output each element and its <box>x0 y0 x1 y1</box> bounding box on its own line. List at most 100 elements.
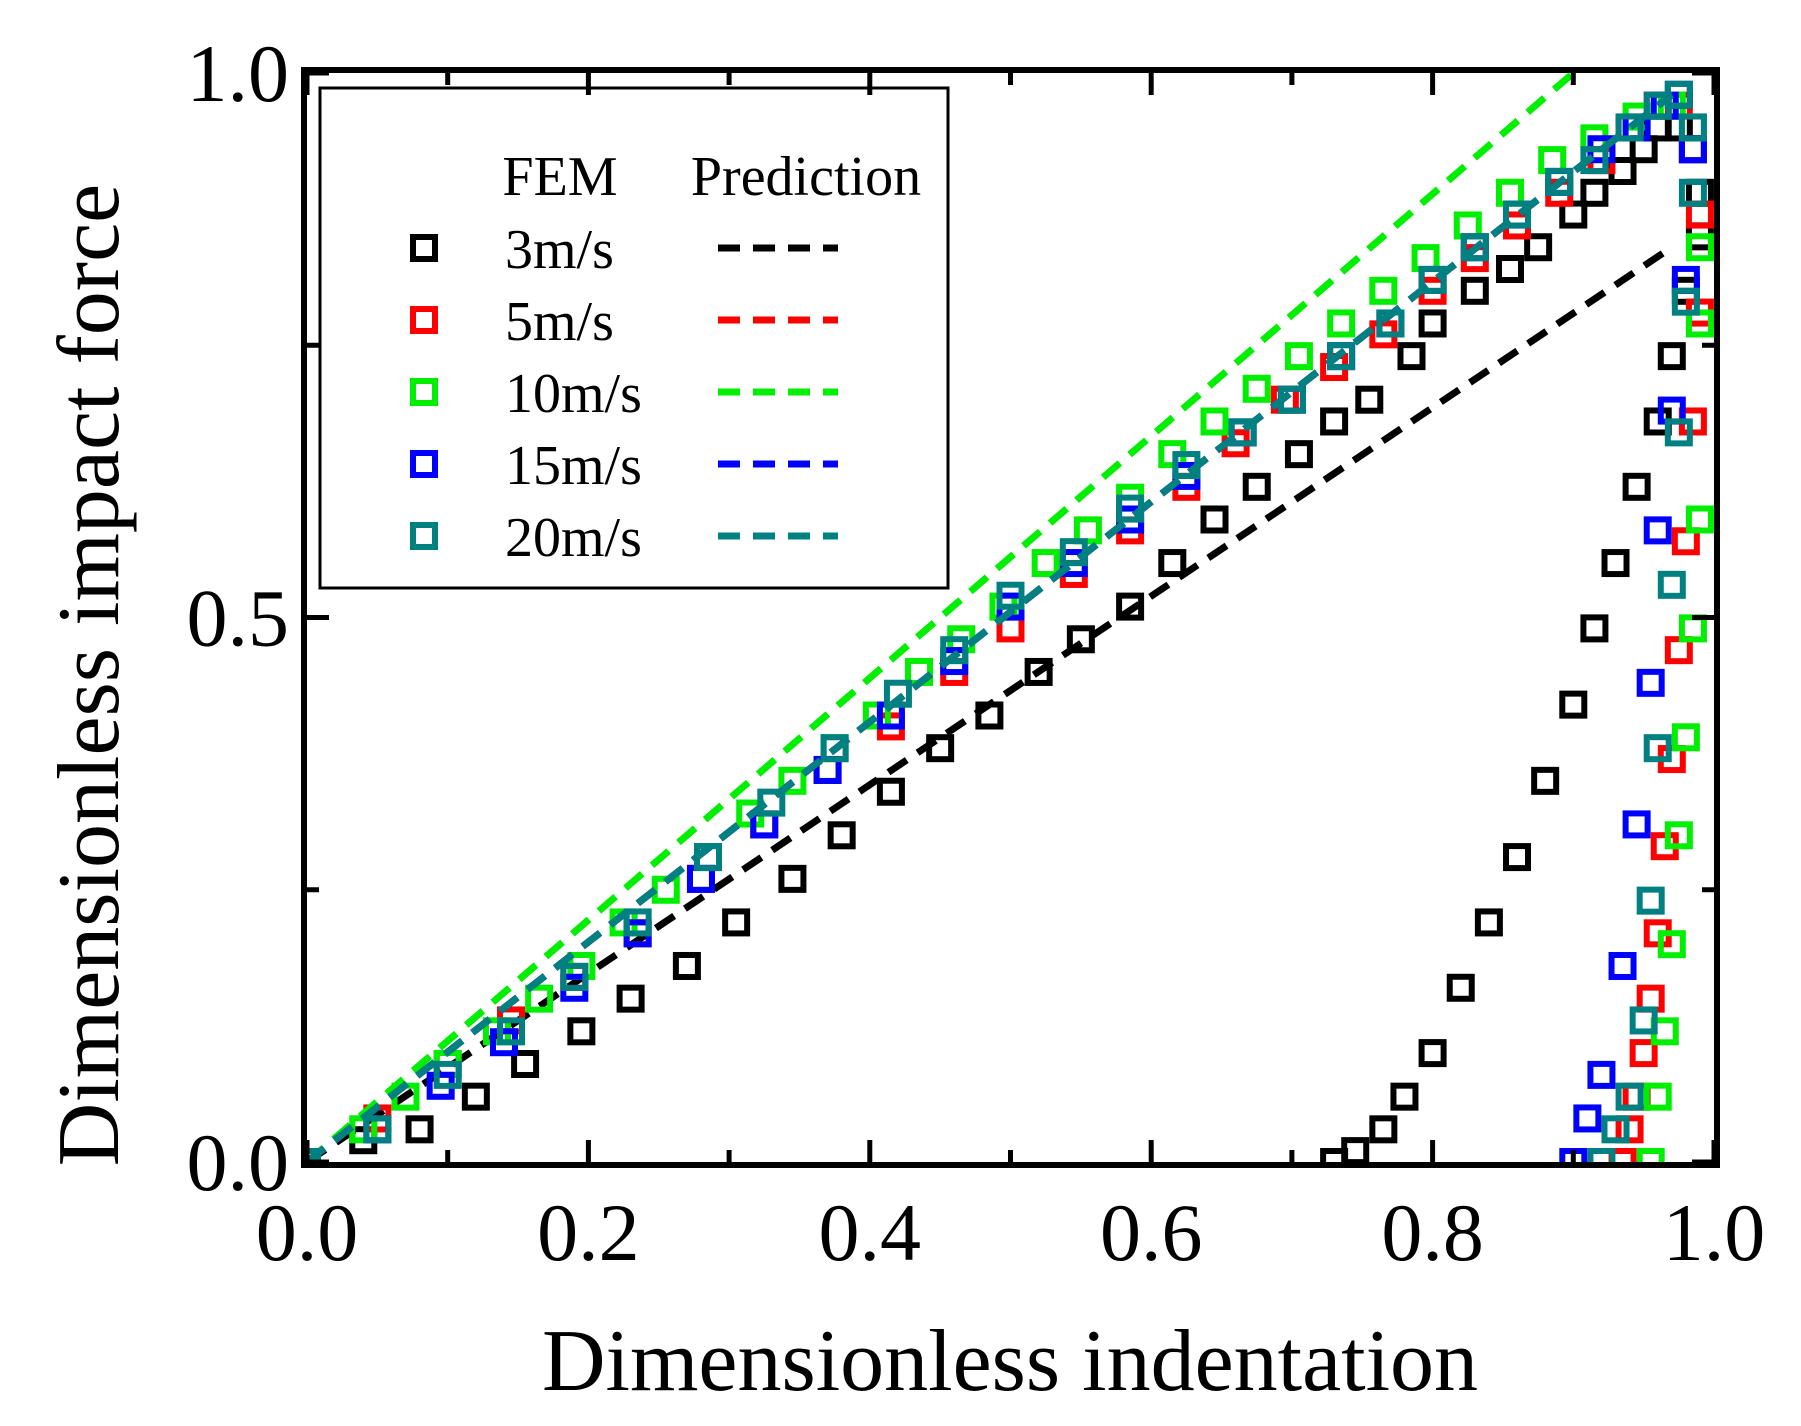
fem-point <box>1355 385 1384 414</box>
fem-point <box>1531 766 1560 795</box>
fem-point <box>1073 516 1102 545</box>
plot-frame <box>301 67 1720 1168</box>
series-layer <box>307 73 1714 1162</box>
legend-box <box>318 86 950 590</box>
fem-point <box>1664 418 1693 447</box>
fem-point <box>1657 570 1686 599</box>
fem-point <box>1495 255 1524 284</box>
fem-point <box>511 1049 540 1078</box>
fem-point <box>1685 505 1714 534</box>
fem-point <box>1636 668 1665 697</box>
fem-point <box>686 864 715 893</box>
legend-marker <box>410 378 438 406</box>
fem-point <box>926 734 955 763</box>
fem-point <box>1228 418 1257 447</box>
fem-point <box>1495 178 1524 207</box>
fem-point <box>1327 309 1356 338</box>
fem-point <box>820 734 849 763</box>
fem-point <box>1636 1148 1665 1162</box>
fem-point <box>1678 614 1707 643</box>
legend-entry: 20m/s <box>410 507 838 569</box>
fem-point <box>461 1082 490 1111</box>
legend-header-fem: FEM <box>502 146 617 208</box>
fem-point <box>1685 178 1714 207</box>
fem-point <box>1622 810 1651 839</box>
fem-point <box>1453 211 1482 240</box>
fem-point <box>1629 135 1658 164</box>
fem-point <box>693 843 722 872</box>
fem-point <box>1580 614 1609 643</box>
fem-point <box>975 701 1004 730</box>
fem-point <box>1636 886 1665 915</box>
x-tick-label: 1.0 <box>1663 1187 1766 1278</box>
fem-point <box>1284 440 1313 469</box>
fem-point <box>433 1060 462 1089</box>
fem-point <box>1284 342 1313 371</box>
fem-point <box>1608 1148 1637 1162</box>
fem-point <box>883 679 912 708</box>
fem-point <box>1601 1115 1630 1144</box>
fem-point <box>525 984 554 1013</box>
fem-point <box>363 1115 392 1144</box>
legend-marker <box>410 450 438 478</box>
fem-point <box>1615 1082 1644 1111</box>
fem-point <box>1678 135 1707 164</box>
fem-point <box>1418 1039 1447 1068</box>
fem-point <box>1601 549 1630 578</box>
fem-point <box>1671 527 1700 556</box>
fem-point <box>1369 1115 1398 1144</box>
fem-point <box>1172 451 1201 480</box>
fem-point <box>1503 200 1532 229</box>
fem-point <box>1327 342 1356 371</box>
legend-entry: 15m/s <box>410 435 838 497</box>
fem-point <box>1320 1148 1349 1162</box>
fem-point <box>757 788 786 817</box>
fem-point <box>1538 146 1567 175</box>
legend-label: 5m/s <box>505 291 614 353</box>
fem-point <box>1024 657 1053 686</box>
fem-point <box>1685 200 1714 229</box>
fem-point <box>1277 385 1306 414</box>
fem-point <box>1685 309 1714 338</box>
fem-point <box>1031 549 1060 578</box>
fem-point <box>1460 233 1489 262</box>
fem-point <box>1657 930 1686 959</box>
fem-point <box>1066 625 1095 654</box>
legend-marker <box>410 522 438 550</box>
fem-point <box>616 984 645 1013</box>
y-tick-label: 0.0 <box>187 1117 290 1208</box>
legend-label: 10m/s <box>505 363 642 425</box>
y-tick-label: 1.0 <box>187 28 290 119</box>
fem-point <box>1685 233 1714 262</box>
legend-entries: 3m/s 5m/s 10m/s 15m/s 20m/s <box>410 219 838 569</box>
fem-point <box>1643 1082 1672 1111</box>
fem-point <box>862 701 891 730</box>
fem-point <box>1390 1082 1419 1111</box>
fem-point <box>1580 178 1609 207</box>
legend-label: 15m/s <box>505 435 642 497</box>
legend-label: 3m/s <box>505 219 614 281</box>
fem-point <box>1587 1148 1616 1162</box>
fem-point <box>1446 973 1475 1002</box>
fem-point <box>1608 951 1637 980</box>
fem-point <box>1636 984 1665 1013</box>
fem-point <box>1320 407 1349 436</box>
legend-header-prediction: Prediction <box>691 146 921 208</box>
fem-point <box>1411 244 1440 273</box>
fem-point <box>778 766 807 795</box>
fem-point <box>1200 407 1229 436</box>
fem-point <box>1418 309 1447 338</box>
fem-point <box>686 864 715 893</box>
y-axis-label: Dimensionless impact force <box>41 184 138 1166</box>
legend-label: 20m/s <box>505 507 642 569</box>
fem-point <box>623 908 652 937</box>
fem-point <box>1615 113 1644 142</box>
fem-point <box>940 636 969 665</box>
fem-point <box>778 864 807 893</box>
fem-point <box>1587 1060 1616 1089</box>
fem-point <box>1657 342 1686 371</box>
legend-entry: 5m/s <box>410 291 838 353</box>
fem-point <box>1418 265 1447 294</box>
legend-entry: 10m/s <box>410 363 838 425</box>
